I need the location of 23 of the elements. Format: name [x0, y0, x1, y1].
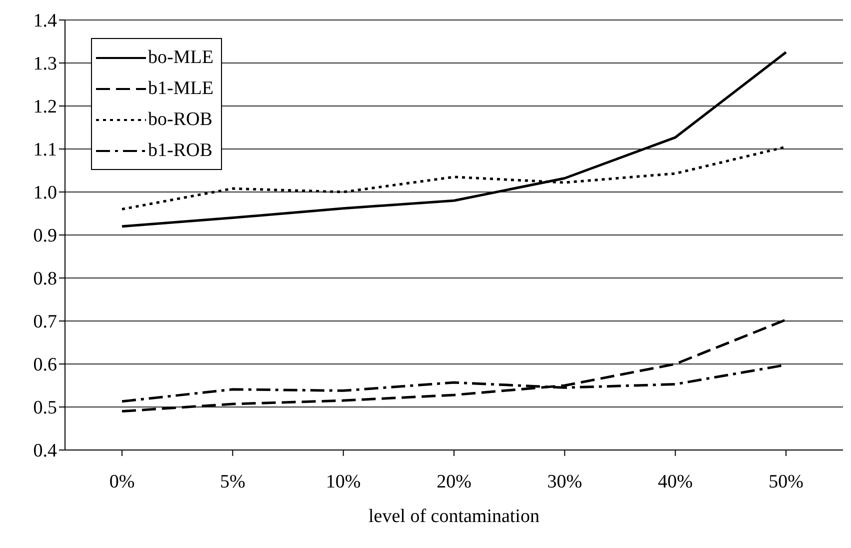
legend-label: bo-ROB: [148, 108, 212, 130]
legend-label: b1-ROB: [148, 140, 212, 162]
x-tick-label: 40%: [658, 471, 693, 492]
y-tick-label: 0.9: [33, 226, 57, 247]
y-tick-label: 1.3: [33, 54, 57, 75]
legend-label: bo-MLE: [148, 46, 214, 68]
y-tick-label: 0.7: [33, 312, 57, 333]
y-tick-label: 0.4: [33, 440, 58, 462]
y-tick-label: 1.0: [33, 182, 57, 204]
x-tick-label: 5%: [220, 471, 246, 492]
y-tick-label: 0.8: [33, 268, 57, 290]
x-axis-title: level of contamination: [368, 506, 540, 527]
y-tick-label: 1.4: [33, 10, 58, 32]
x-tick-label: 50%: [768, 471, 804, 492]
y-tick-label: 0.5: [33, 398, 57, 419]
y-tick-label: 1.1: [33, 140, 57, 161]
x-tick-label: 30%: [547, 471, 582, 492]
x-tick-label: 0%: [109, 471, 135, 492]
x-tick-label: 10%: [326, 471, 361, 492]
x-tick-label: 20%: [436, 471, 472, 492]
legend-label: b1-MLE: [148, 78, 214, 100]
y-tick-label: 0.6: [33, 354, 57, 376]
y-tick-label: 1.2: [33, 96, 57, 118]
